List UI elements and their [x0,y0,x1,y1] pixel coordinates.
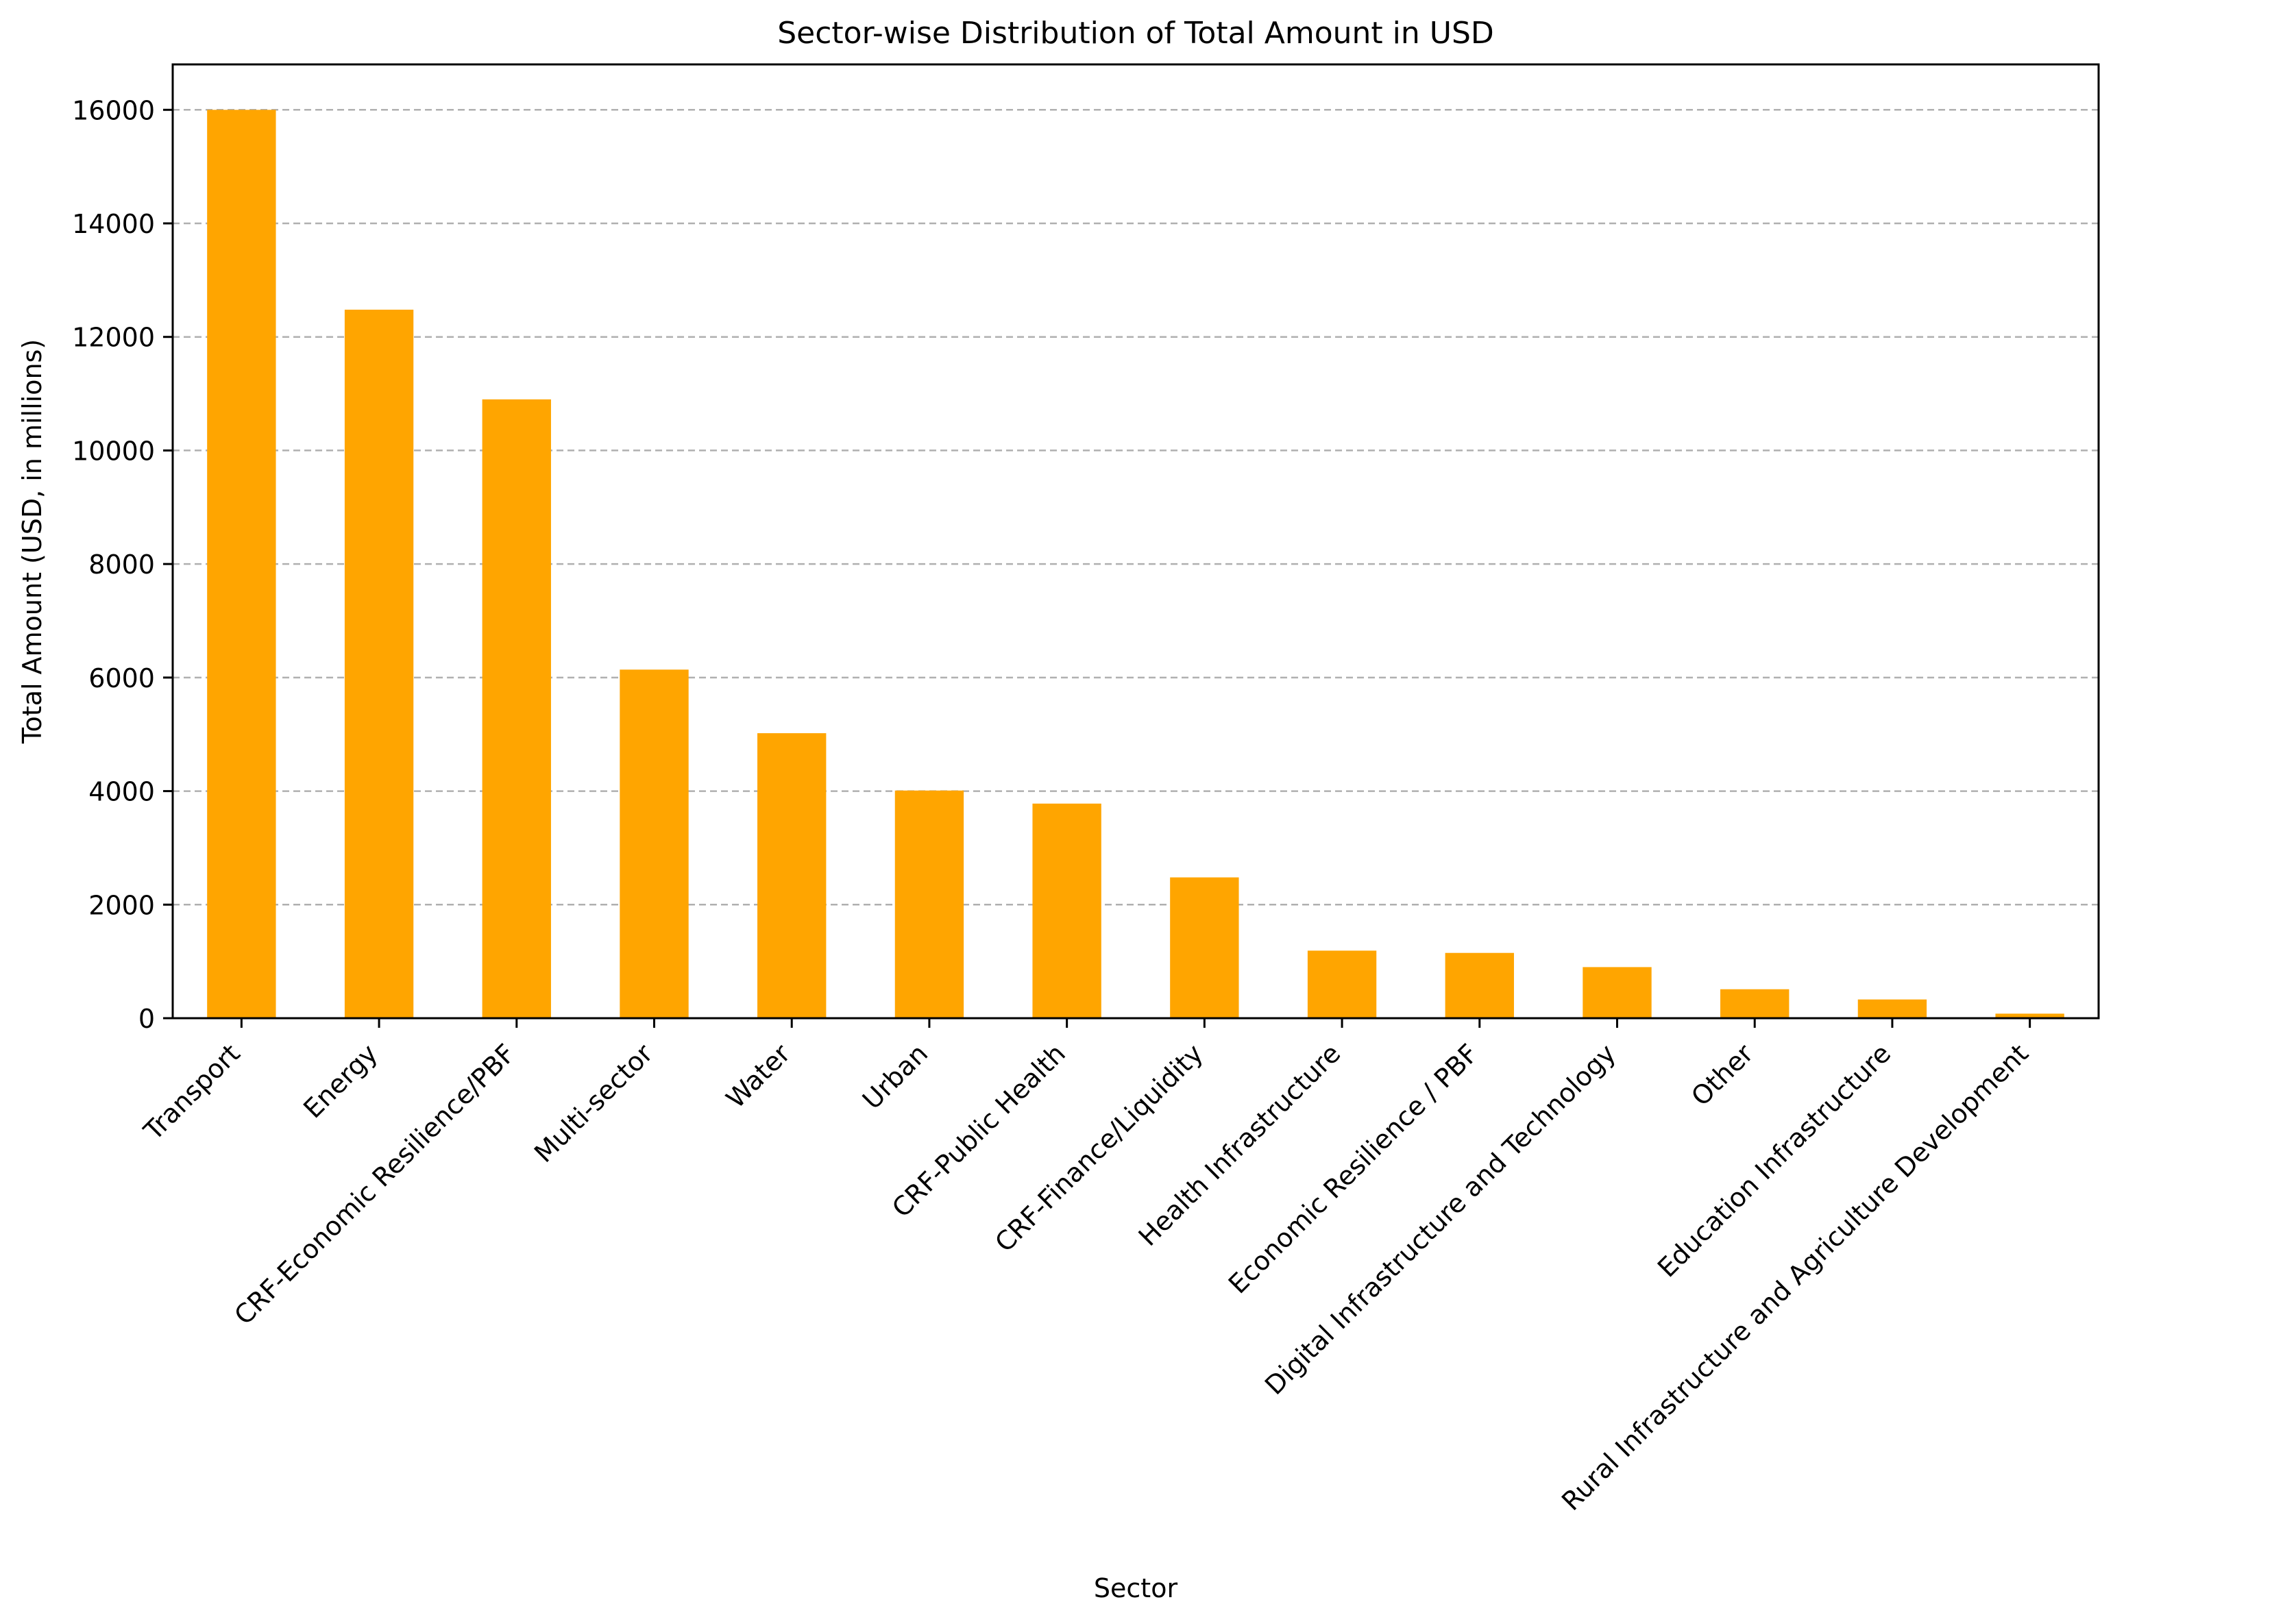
plot-frame [171,63,2100,1020]
y-axis: 0 2000 4000 6000 8000 10000 12000 14000 16000 [72,95,173,1034]
bar [757,733,827,1018]
x-tick-label: CRF-Economic Resilience/PBF [228,1038,521,1331]
x-tick-label: Other [1685,1038,1759,1112]
bar [482,399,551,1018]
y-tick-label: 10000 [72,436,155,466]
chart-title: Sector-wise Distribution of Total Amount… [777,16,1494,51]
x-tick-label: Transport [138,1038,246,1146]
bar [1445,952,1514,1018]
y-axis-label: Total Amount (USD, in millions) [17,339,47,744]
bar [1170,877,1239,1018]
y-tick-label: 8000 [88,550,155,580]
y-gridlines [173,109,2099,906]
y-tick-label: 0 [138,1004,155,1034]
y-tick-label: 6000 [88,663,155,693]
bar [1995,1013,2064,1018]
bar [1720,989,1790,1018]
x-tick-label: Education Infrastructure [1652,1038,1896,1283]
x-tick-label: Water [720,1038,796,1114]
x-tick-label: Energy [297,1038,383,1124]
x-tick-label: Multi-sector [528,1038,659,1168]
bar [894,790,964,1018]
x-axis-label: Sector [1094,1573,1178,1603]
y-tick-label: 4000 [88,777,155,807]
bar [207,110,276,1018]
bar [1307,950,1377,1018]
x-tick-label: Economic Resilience / PBF [1223,1038,1484,1299]
y-tick-label: 14000 [72,209,155,239]
bar [1857,999,1927,1018]
bars [207,110,2064,1018]
bar [1032,803,1101,1018]
y-tick-label: 2000 [88,890,155,920]
x-tick-label: Rural Infrastructure and Agriculture Dev… [1556,1038,2034,1516]
y-tick-label: 12000 [72,323,155,353]
bar [620,669,689,1018]
y-tick-label: 16000 [72,95,155,125]
bar [1583,967,1652,1018]
bar [344,309,414,1018]
x-tick-label: Urban [857,1038,933,1115]
